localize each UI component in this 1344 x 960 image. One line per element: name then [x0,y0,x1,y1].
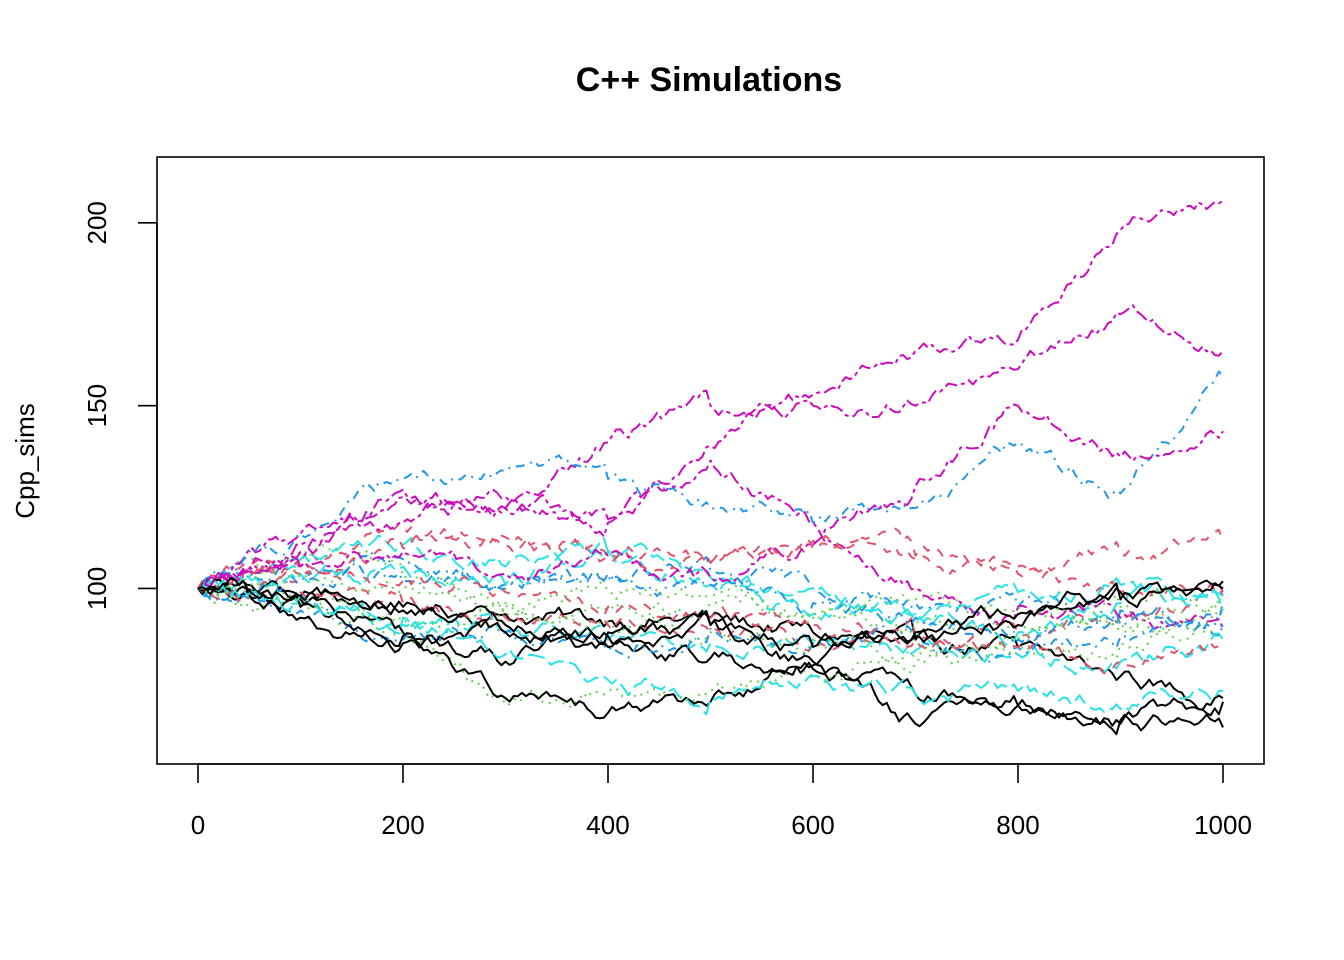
series-line [197,370,1224,590]
series-layer [197,200,1224,736]
x-tick-label: 1000 [1194,810,1252,840]
series-line [198,200,1224,590]
series-line [197,577,1224,736]
series-line [197,561,1224,675]
series-line [197,403,1224,590]
series-line [197,527,1224,602]
series-line [197,579,1224,716]
series-line [197,587,1224,663]
x-tick-label: 400 [586,810,629,840]
series-line [197,537,1224,621]
series-line [197,459,1224,630]
y-axis-label: Cpp_sims [10,403,40,519]
series-line [197,575,1224,652]
y-tick-label: 200 [82,201,112,244]
series-line [197,550,1224,645]
x-tick-label: 600 [791,810,834,840]
series-line [197,587,1224,666]
series-line [197,522,1224,599]
x-tick-label: 0 [191,810,205,840]
series-line [197,304,1224,593]
y-tick-label: 150 [82,384,112,427]
chart-title: C++ Simulations [576,61,842,99]
series-line [197,577,1224,652]
series-line [198,567,1224,630]
y-tick-label: 100 [82,567,112,610]
y-axis: 100 150 200 [82,201,158,610]
x-axis: 0 200 400 600 800 1000 [191,763,1252,840]
x-tick-label: 200 [381,810,424,840]
x-tick-label: 800 [996,810,1039,840]
